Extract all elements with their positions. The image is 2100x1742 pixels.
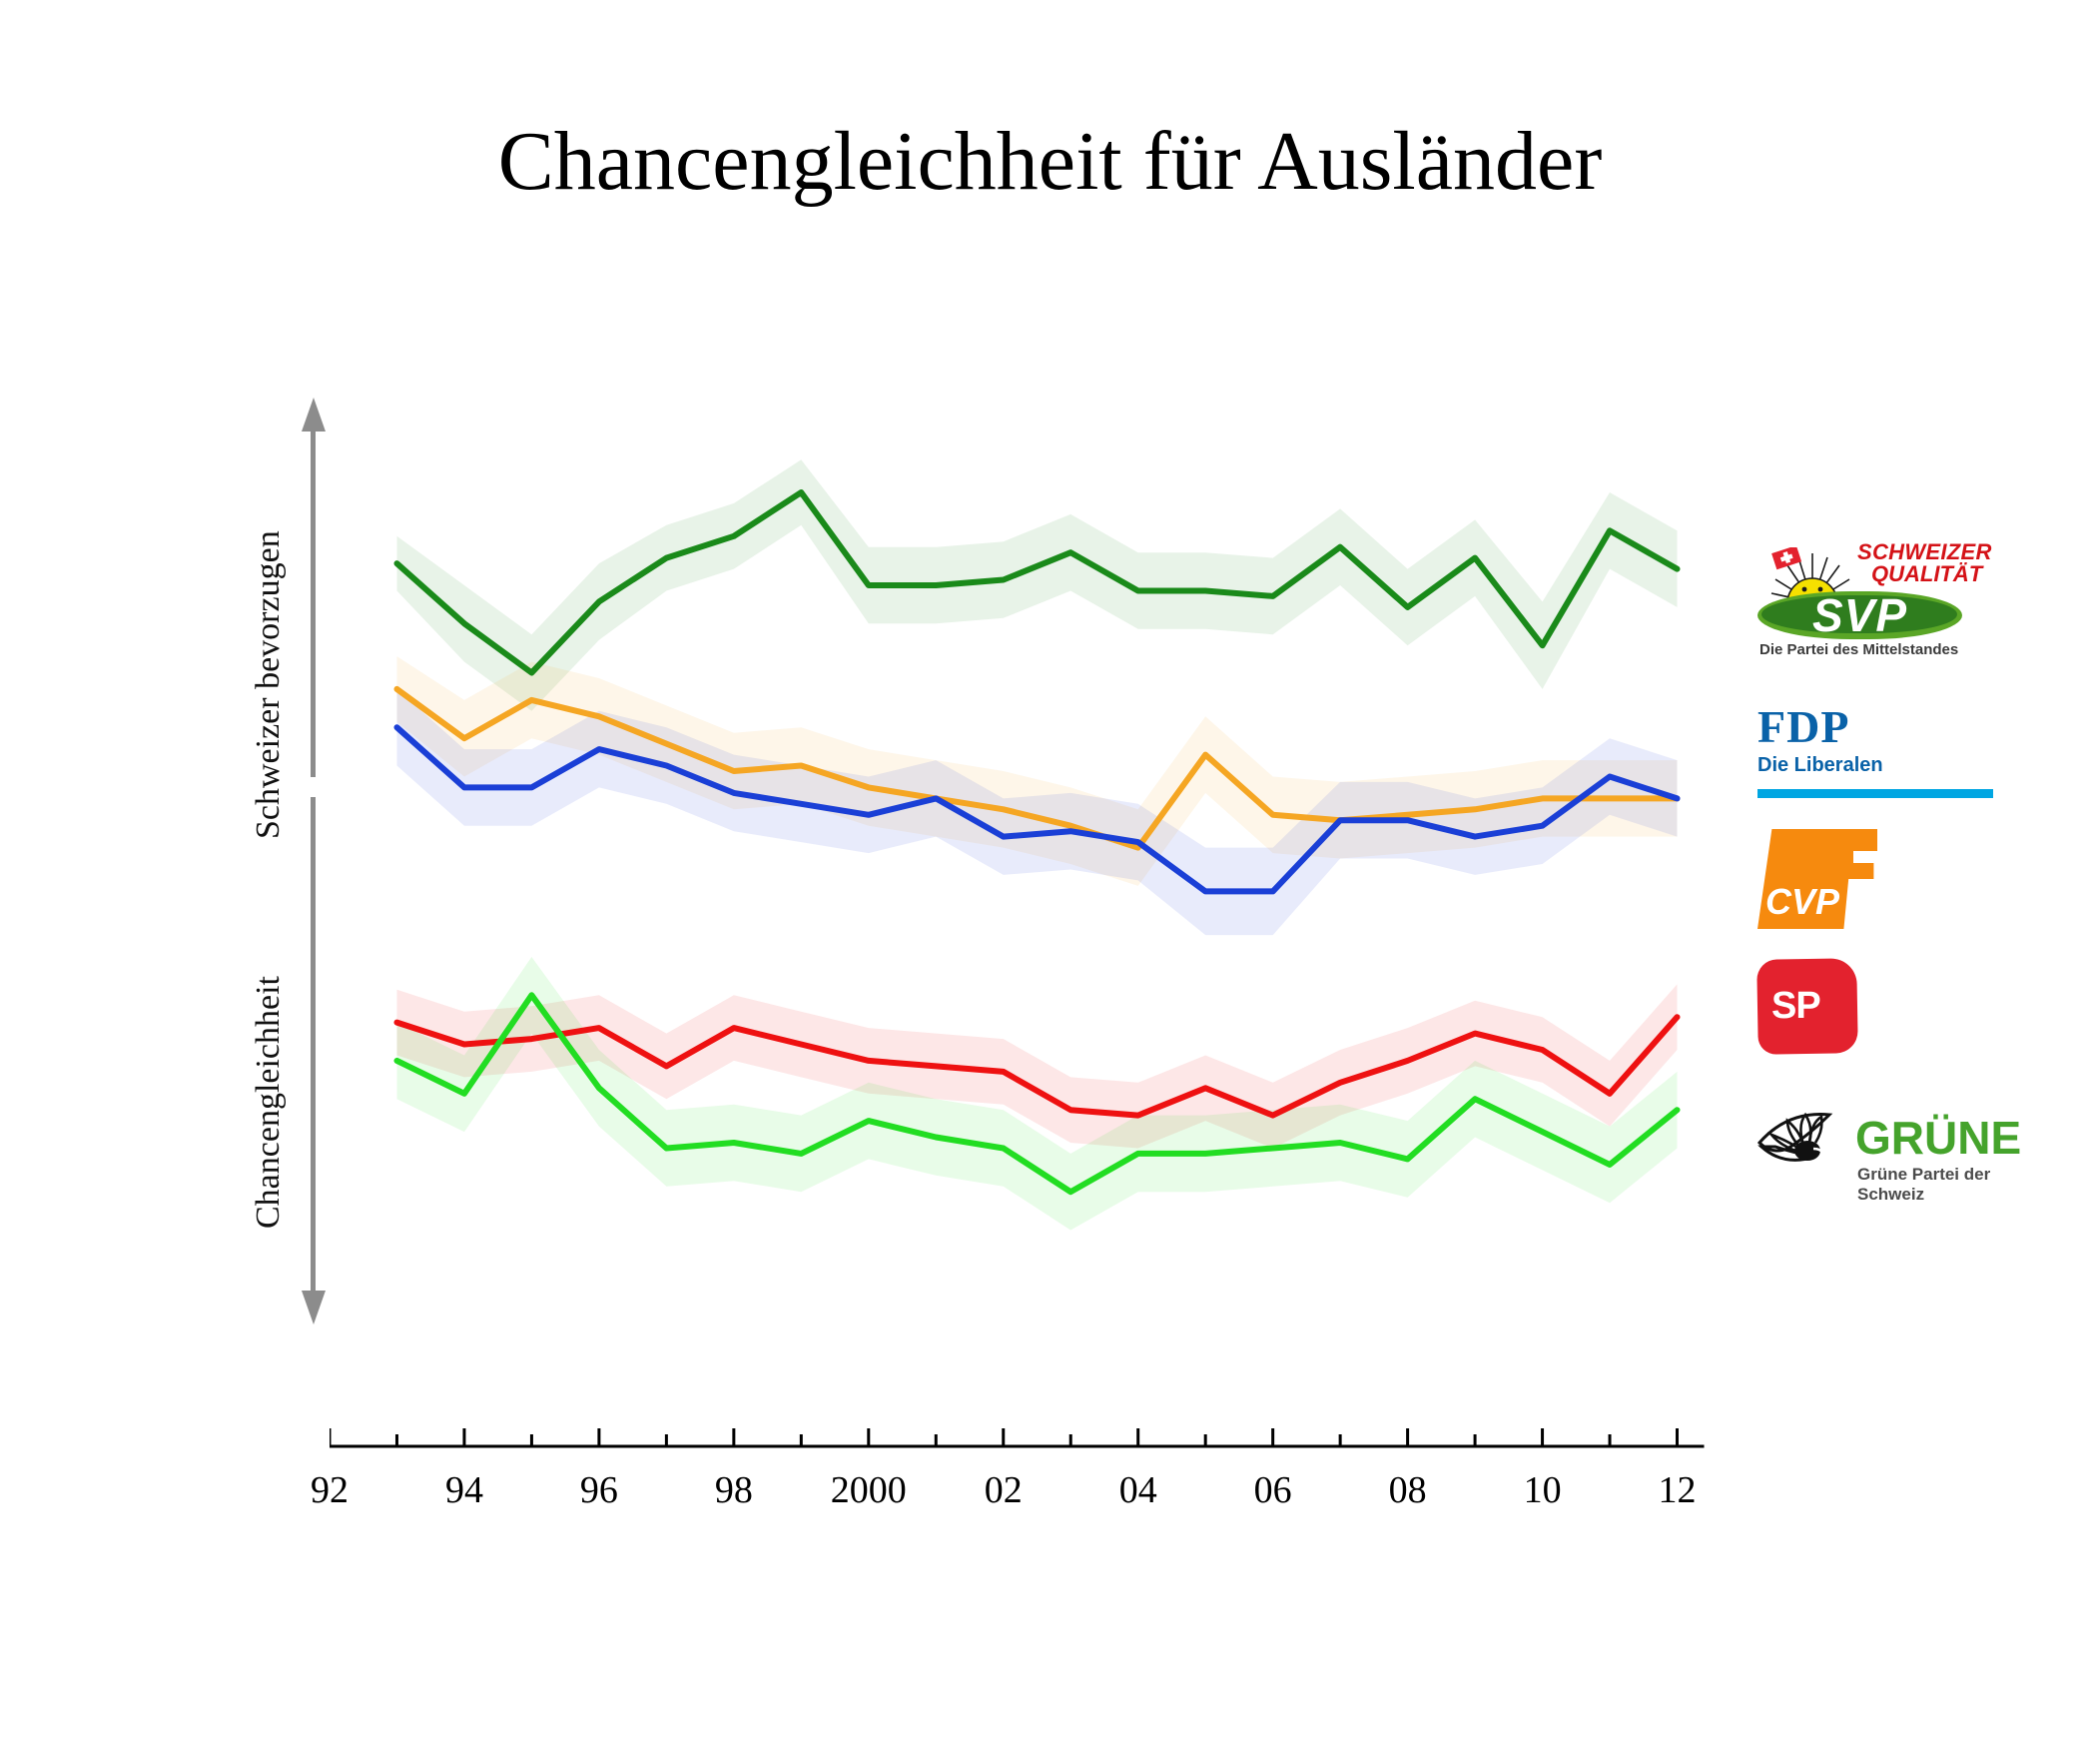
x-axis-tick-label: 10 <box>1523 1469 1562 1511</box>
svp-slogan: SCHWEIZER QUALITÄT <box>1857 539 1992 586</box>
sunflower-icon <box>1757 1112 1833 1162</box>
x-axis-tick-label: 02 <box>984 1469 1023 1511</box>
legend-item-sp[interactable]: SP <box>1756 958 2007 1069</box>
line-grüne <box>393 992 1681 1196</box>
band-fdp <box>396 688 1678 936</box>
x-axis-tick-label: 2000 <box>830 1469 907 1511</box>
y-axis-arrow <box>300 398 328 1324</box>
x-axis-tick-labels: 92 94 96 98 2000 02 04 06 08 10 12 <box>300 1468 1757 1528</box>
sp-wordmark: SP <box>1771 985 1821 1027</box>
line-cvp <box>393 685 1681 851</box>
x-axis-tick-label: 96 <box>579 1469 618 1511</box>
x-axis-tick-label: 92 <box>311 1469 349 1511</box>
plot-area <box>330 400 1718 1328</box>
svp-band-dark <box>1761 595 1957 633</box>
legend-item-cvp[interactable]: CVP <box>1757 829 2007 939</box>
fdp-tagline: Die Liberalen <box>1757 754 1883 776</box>
x-axis <box>330 1428 1728 1468</box>
band-cvp <box>396 656 1678 886</box>
band-svp <box>396 459 1678 711</box>
svp-tagline: Die Partei des Mittelstandes <box>1759 641 1959 658</box>
band-grüne <box>396 957 1678 1231</box>
fdp-wordmark: FDP <box>1757 701 1850 752</box>
svp-wordmark: SVP <box>1811 589 1908 641</box>
line-sp <box>393 1014 1681 1119</box>
x-axis-tick-label: 98 <box>714 1469 753 1511</box>
page-title: Chancengleichheit für Ausländer <box>497 115 1603 208</box>
x-axis-tick-label: 94 <box>444 1469 483 1511</box>
x-axis-tick-label: 06 <box>1253 1469 1292 1511</box>
series-canvas <box>393 459 1681 1231</box>
y-axis-label-bottom: Chancengleichheit <box>250 975 287 1229</box>
legend-item-gruene[interactable]: GRÜNE Grüne Partei der Schweiz <box>1757 1099 2021 1209</box>
x-axis-tick-label: 08 <box>1388 1469 1427 1511</box>
legend: SCHWEIZER QUALITÄT SVP Die Partei des Mi… <box>1756 529 2021 1204</box>
x-axis-tick-label: 04 <box>1118 1469 1157 1511</box>
legend-item-svp[interactable]: SCHWEIZER QUALITÄT SVP Die Partei des Mi… <box>1757 529 2007 659</box>
line-svp <box>393 489 1681 676</box>
band-sp <box>396 984 1678 1149</box>
y-axis-label-top: Schweizer bevorzugen <box>250 530 287 839</box>
line-fdp <box>393 724 1681 895</box>
gruene-wordmark: GRÜNE <box>1855 1112 2022 1164</box>
fdp-accent-bar <box>1757 789 1993 798</box>
cvp-wordmark: CVP <box>1765 881 1840 922</box>
x-axis-tick-label: 12 <box>1658 1469 1697 1511</box>
legend-item-fdp[interactable]: FDP Die Liberalen <box>1757 704 2007 814</box>
sun-icon <box>1770 547 1854 604</box>
gruene-tagline: Grüne Partei der Schweiz <box>1857 1165 1991 1204</box>
